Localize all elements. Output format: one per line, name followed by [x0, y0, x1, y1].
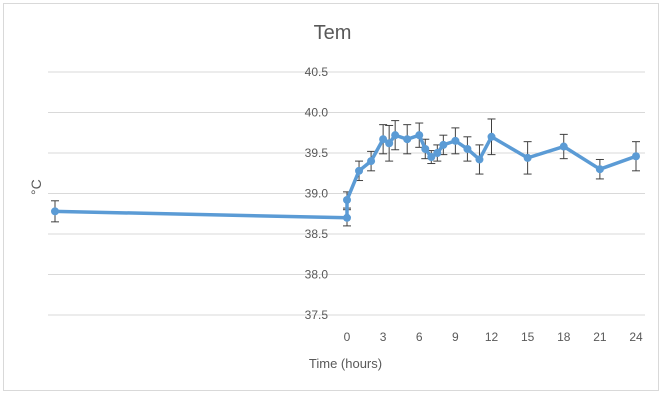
data-point	[451, 136, 460, 145]
y-tick-labels: 37.5 38.0 38.5 39.0 39.5 40.0 40.5	[305, 65, 329, 322]
data-point	[595, 165, 604, 174]
x-tick-label: 0	[344, 330, 351, 344]
data-point	[475, 155, 484, 164]
data-point	[403, 135, 412, 144]
x-tick-label: 21	[593, 330, 607, 344]
y-tick-label: 40.0	[305, 106, 329, 120]
y-tick-label: 38.0	[305, 268, 329, 282]
y-tick-label: 40.5	[305, 65, 329, 79]
series-polyline	[54, 133, 637, 220]
x-tick-labels: 0 3 6 9 12 15 18 21 24	[344, 330, 643, 344]
data-point	[355, 166, 364, 175]
data-point	[367, 157, 376, 166]
data-point	[343, 213, 351, 222]
x-tick-label: 24	[629, 330, 643, 344]
y-tick-label: 37.5	[305, 308, 329, 322]
data-point	[421, 144, 430, 153]
data-point	[523, 153, 532, 162]
data-point	[379, 135, 388, 144]
data-point	[427, 153, 436, 162]
data-point	[439, 140, 448, 149]
y-tick-label: 39.5	[305, 146, 329, 160]
x-tick-label: 3	[380, 330, 387, 344]
series-line	[54, 133, 637, 220]
data-point	[391, 131, 400, 140]
x-axis-label: Time (hours)	[308, 356, 383, 371]
data-point	[433, 149, 442, 157]
data-points	[51, 131, 640, 222]
x-tick-label: 12	[485, 330, 499, 344]
data-point	[385, 139, 394, 148]
y-tick-label: 38.5	[305, 227, 329, 241]
data-point	[463, 144, 472, 153]
chart-title: Tem	[313, 22, 352, 44]
x-tick-label: 6	[416, 330, 423, 344]
data-point	[343, 195, 351, 204]
data-point	[415, 131, 424, 140]
chart-frame	[3, 3, 659, 391]
y-tick-label: 39.0	[305, 187, 329, 201]
x-tick-label: 18	[557, 330, 571, 344]
x-tick-label: 15	[521, 330, 535, 344]
data-point	[559, 142, 568, 151]
x-tick-label: 9	[452, 330, 459, 344]
data-point	[51, 207, 59, 216]
data-point	[487, 132, 496, 141]
data-point	[632, 152, 640, 161]
